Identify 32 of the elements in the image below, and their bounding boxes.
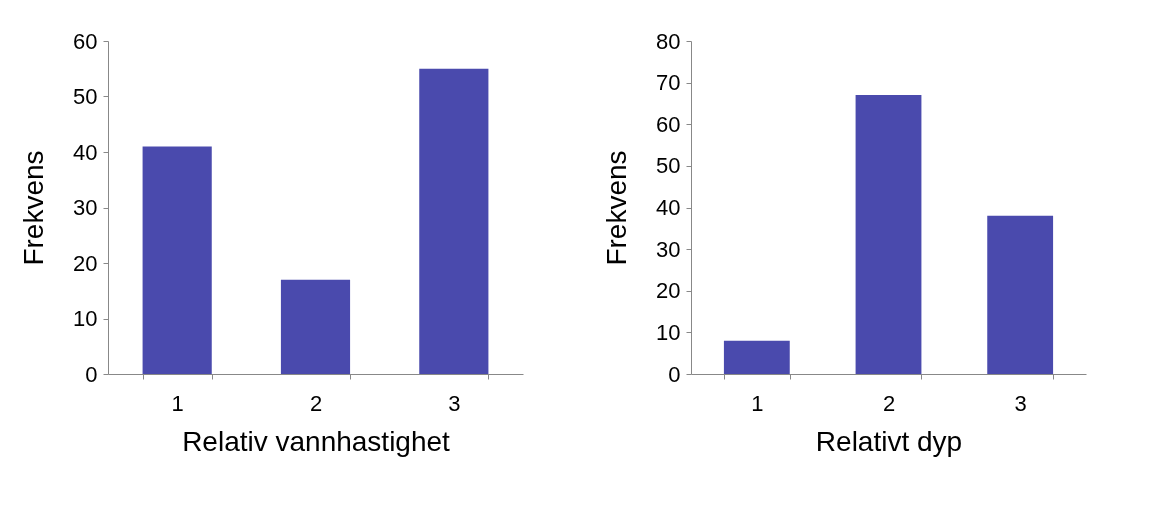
y-tick-label: 50: [73, 84, 98, 109]
y-tick-label: 0: [85, 361, 98, 387]
y-tick-label: 60: [656, 111, 681, 137]
x-tick-label: 3: [1014, 390, 1027, 416]
y-tick-label: 50: [656, 153, 681, 179]
x-tick-label: 2: [882, 390, 896, 416]
x-tick-label: 1: [751, 390, 764, 416]
y-axis-title: Frekvens: [601, 150, 633, 266]
y-tick-label: 20: [656, 278, 681, 304]
bar: [419, 68, 489, 374]
bar: [280, 279, 351, 374]
bar: [142, 146, 212, 374]
y-tick-label: 70: [656, 70, 681, 96]
y-tick-label: 80: [656, 28, 681, 54]
y-tick-label: 60: [73, 28, 98, 54]
y-tick-label: 10: [73, 306, 98, 331]
y-tick-label: 0: [668, 361, 681, 387]
y-tick-label: 30: [73, 195, 98, 220]
y-tick-label: 40: [73, 139, 98, 165]
y-tick-label: 40: [656, 195, 681, 220]
x-tick-label: 2: [309, 390, 323, 416]
bar: [987, 215, 1054, 374]
y-tick-label: 20: [73, 250, 98, 276]
x-axis-title: Relativ vannhastighet: [182, 425, 451, 457]
x-axis-title: Relativt dyp: [815, 425, 963, 457]
y-axis-title: Frekvens: [18, 150, 50, 266]
y-tick-label: 30: [656, 236, 681, 262]
y-tick-label: 10: [656, 319, 681, 345]
x-tick-label: 1: [171, 390, 184, 416]
bar: [855, 95, 922, 374]
x-tick-label: 3: [448, 390, 461, 416]
bar: [723, 340, 790, 374]
